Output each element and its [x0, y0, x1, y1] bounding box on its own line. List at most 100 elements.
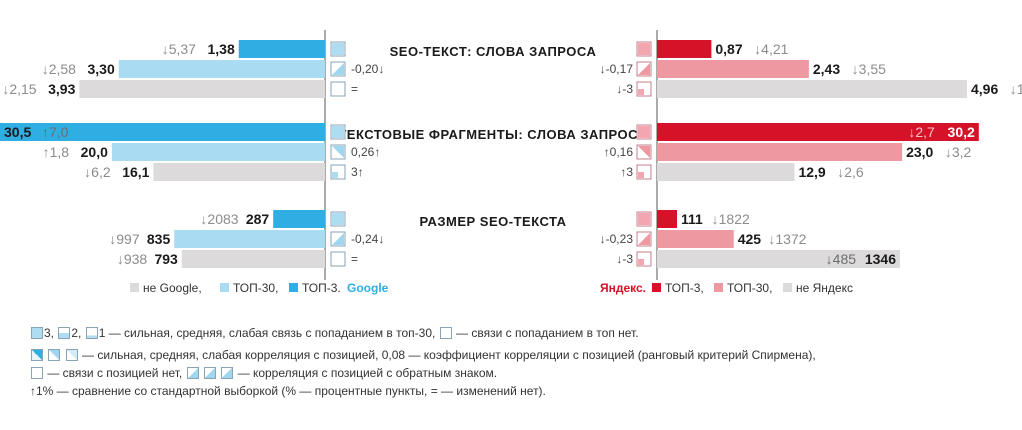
- yandex-corr-icon-fill: [638, 63, 650, 75]
- yandex-value-label: 4,96: [971, 81, 998, 97]
- yandex-bar: [657, 80, 967, 98]
- google-corr-icon-fill: [332, 233, 344, 245]
- medium-link-icon: [58, 327, 71, 339]
- yandex-bar: [657, 123, 979, 141]
- yandex-corr-label: ↓-0,17: [600, 62, 634, 76]
- google-bar: [0, 123, 325, 141]
- google-bar: [79, 80, 325, 98]
- yandex-change-label: ↓3,2: [945, 144, 972, 160]
- google-corr-label: =: [351, 252, 358, 266]
- yandex-bar: [657, 230, 734, 248]
- yandex-corr-label: ↓-3: [616, 82, 633, 96]
- google-bar: [174, 230, 325, 248]
- yandex-change-label: ↓485: [826, 251, 857, 267]
- google-value-label: 287: [246, 211, 270, 227]
- yandex-value-label: 2,43: [813, 61, 840, 77]
- legend-label: ТОП-3.: [302, 281, 341, 295]
- note-text: — сильная, средняя, слабая корреляция с …: [82, 348, 816, 362]
- yandex-bar: [657, 40, 712, 58]
- yandex-value-label: 30,2: [948, 124, 975, 140]
- legend-brand-google: Google: [347, 281, 389, 295]
- google-corr-icon-fill: [332, 213, 344, 225]
- legend-brand-yandex: Яндекс.: [600, 281, 646, 295]
- yandex-value-label: 111: [681, 211, 703, 227]
- legend-swatch: [220, 283, 229, 292]
- yandex-corr-label: ↓-3: [616, 252, 633, 266]
- google-value-label: 3,93: [48, 81, 75, 97]
- google-corr-icon-frame: [330, 251, 346, 267]
- note-text: — связи с позицией нет,: [47, 366, 183, 380]
- google-corr-label: =: [351, 82, 358, 96]
- strong-correlation-icon: [31, 349, 43, 361]
- google-corr-label: -0,24↓: [351, 232, 384, 246]
- yandex-corr-icon-fill: [638, 172, 644, 178]
- yandex-change-label: ↓2,7: [908, 124, 935, 140]
- yandex-value-label: 1346: [865, 251, 896, 267]
- yandex-bar: [657, 210, 678, 228]
- google-value-label: 1,38: [208, 41, 235, 57]
- yandex-corr-icon-fill: [638, 259, 644, 265]
- yandex-corr-icon-fill: [638, 146, 650, 158]
- google-corr-icon-fill: [332, 146, 344, 158]
- yandex-change-label: ↓4,21: [754, 41, 788, 57]
- legend-label: ТОП-3,: [665, 281, 704, 295]
- note-text: — связи с попаданием в топ нет.: [456, 326, 639, 340]
- inverse-weak-correlation-icon: [221, 367, 234, 379]
- section-title: РАЗМЕР SEO-ТЕКСТА: [419, 214, 566, 229]
- yandex-bar: [657, 143, 903, 161]
- section-title: SEO-ТЕКСТ: СЛОВА ЗАПРОСА: [390, 44, 597, 59]
- note-text: 1 — сильная, средняя, слабая связь с поп…: [98, 326, 436, 340]
- google-change-label: ↑7,0: [42, 124, 69, 140]
- google-bar: [273, 210, 325, 228]
- google-change-label: ↓997: [109, 231, 140, 247]
- google-value-label: 793: [154, 251, 178, 267]
- yandex-value-label: 23,0: [906, 144, 933, 160]
- legend-label: не Яндекс: [796, 281, 853, 295]
- google-corr-icon-fill: [332, 172, 338, 178]
- legend-label: ТОП-30,: [727, 281, 772, 295]
- google-corr-label: 3↑: [351, 165, 364, 179]
- google-value-label: 835: [147, 231, 171, 247]
- note-line-1: 3, 2, 1 — сильная, средняя, слабая связь…: [30, 326, 639, 340]
- google-change-label: ↑1,8: [43, 144, 70, 160]
- legend-swatch: [130, 283, 139, 292]
- google-value-label: 20,0: [81, 144, 108, 160]
- google-value-label: 30,5: [4, 124, 31, 140]
- legend-swatch: [783, 283, 792, 292]
- note-line-4: ↑1% — сравнение со стандартной выборкой …: [30, 384, 546, 398]
- yandex-change-label: ↓1822: [712, 211, 750, 227]
- yandex-corr-icon-fill: [638, 43, 650, 55]
- yandex-bar: [657, 163, 795, 181]
- yandex-corr-icon-fill: [638, 233, 650, 245]
- google-bar: [238, 40, 325, 58]
- google-corr-icon-fill: [332, 43, 344, 55]
- yandex-corr-icon-fill: [638, 126, 650, 138]
- google-change-label: ↓2,15: [2, 81, 36, 97]
- google-change-label: ↓5,37: [162, 41, 196, 57]
- yandex-corr-label: ↑0,16: [604, 145, 634, 159]
- google-change-label: ↓2083: [200, 211, 238, 227]
- yandex-corr-label: ↓-0,23: [600, 232, 634, 246]
- note-line-3: — связи с позицией нет, — корреляция с п…: [30, 366, 497, 380]
- weak-correlation-icon: [65, 349, 78, 361]
- google-bar: [153, 163, 325, 181]
- yandex-corr-label: ↑3: [620, 165, 633, 179]
- note-text: ↑1% — сравнение со стандартной выборкой …: [30, 384, 546, 398]
- section-title: ТЕКСТОВЫЕ ФРАГМЕНТЫ: СЛОВА ЗАПРОСА: [338, 127, 647, 142]
- yandex-bar: [657, 250, 901, 268]
- legend-swatch: [714, 283, 723, 292]
- butterfly-chart: SEO-ТЕКСТ: СЛОВА ЗАПРОСА 1,38 ↓5,37 3,30 ↓2,…: [0, 30, 1022, 295]
- yandex-change-label: ↓1372: [768, 231, 806, 247]
- google-corr-icon-frame: [330, 81, 346, 97]
- no-correlation-icon: [31, 367, 43, 379]
- google-corr-icon-fill: [332, 63, 344, 75]
- yandex-value-label: 0,87: [715, 41, 742, 57]
- yandex-value-label: 12,9: [798, 164, 825, 180]
- strong-link-icon: [31, 327, 43, 339]
- yandex-change-label: ↓1,05: [1010, 81, 1022, 97]
- yandex-change-label: ↓2,6: [837, 164, 864, 180]
- note-text: — корреляция с позицией с обратным знако…: [237, 366, 498, 380]
- yandex-change-label: ↓3,55: [852, 61, 886, 77]
- yandex-value-label: 425: [738, 231, 762, 247]
- legend-swatch: [289, 283, 298, 292]
